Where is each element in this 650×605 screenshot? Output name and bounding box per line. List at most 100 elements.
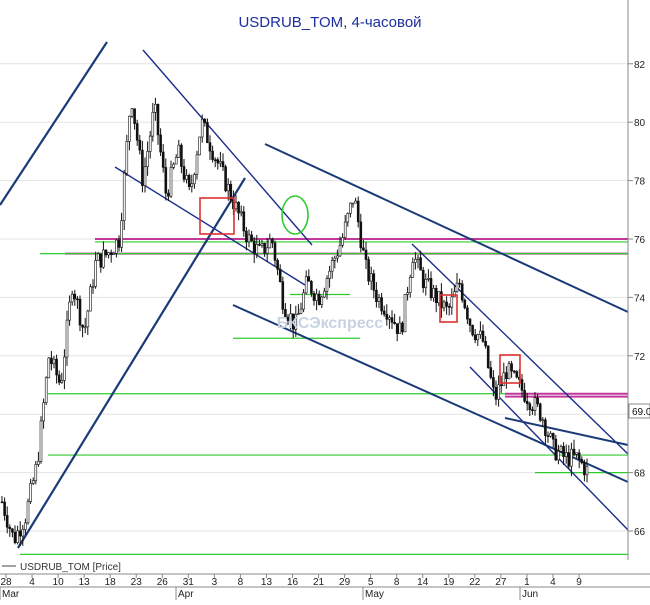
candle-body: [523, 390, 526, 402]
candle-body: [242, 211, 246, 232]
trend-line: [232, 304, 629, 483]
candle-body: [190, 183, 194, 187]
candle-body: [213, 159, 217, 161]
candle-body: [497, 384, 500, 400]
candle-body: [130, 108, 134, 117]
candle-body: [559, 446, 563, 452]
candle-body: [476, 334, 480, 341]
candle-body: [403, 294, 407, 333]
candle-body: [323, 290, 326, 298]
candle-body: [107, 252, 110, 256]
candle-body: [109, 252, 113, 255]
candle-body: [55, 358, 58, 376]
candle-body: [564, 452, 568, 457]
candle-body: [375, 289, 378, 302]
candle-body: [359, 221, 363, 249]
candle-body: [161, 151, 165, 168]
candle-body: [466, 307, 469, 320]
watermark: БКСЭкспресс: [277, 315, 384, 332]
candle-body: [265, 247, 269, 254]
month-label: Mar: [2, 589, 20, 600]
x-tick-label: 18: [105, 577, 117, 588]
candle-body: [195, 154, 199, 175]
month-label: May: [365, 589, 384, 600]
candle-body: [26, 501, 30, 524]
highlight-box: [499, 354, 521, 384]
candle-body: [297, 313, 300, 315]
x-tick-label: 29: [339, 577, 351, 588]
candle-body: [18, 530, 22, 537]
candle-body: [408, 277, 412, 293]
candle-body: [583, 462, 586, 476]
candle-body: [68, 301, 71, 321]
candle-body: [263, 242, 266, 254]
candle-body: [346, 213, 350, 223]
candle-body: [234, 202, 238, 210]
candle-body: [416, 257, 420, 260]
candle-body: [484, 341, 487, 347]
candle-body: [294, 314, 298, 330]
candle-body: [102, 249, 105, 268]
x-tick-label: 22: [469, 577, 481, 588]
candle-body: [78, 298, 82, 326]
candle-body: [432, 287, 435, 299]
trend-line: [264, 143, 629, 313]
highlight-ellipse: [281, 195, 309, 235]
candle-body: [122, 172, 126, 221]
trend-line: [114, 166, 306, 286]
candle-body: [447, 306, 451, 308]
candle-body: [255, 244, 259, 254]
candle-body: [343, 221, 347, 238]
candle-body: [471, 324, 474, 336]
candle-body: [554, 438, 558, 461]
candle-body: [271, 238, 274, 244]
month-label: Jun: [522, 589, 538, 600]
y-tick-label: 80: [634, 118, 646, 129]
candle-body: [585, 466, 589, 476]
highlight-box: [439, 294, 458, 323]
candle-body: [320, 296, 324, 305]
x-tick-label: 23: [131, 577, 143, 588]
candle-body: [328, 270, 331, 279]
candle-body: [421, 269, 425, 288]
candle-body: [567, 452, 571, 467]
candle-body: [24, 522, 27, 530]
candle-body: [419, 257, 422, 271]
candle-body: [70, 293, 74, 303]
candle-body: [577, 452, 581, 460]
x-tick-label: 21: [313, 577, 325, 588]
candle-body: [239, 211, 243, 214]
candle-body: [494, 386, 498, 400]
candle-body: [117, 239, 121, 248]
candle-body: [393, 322, 396, 324]
trend-line: [411, 243, 629, 455]
candle-body: [401, 322, 404, 333]
candle-body: [86, 310, 90, 328]
candle-body: [91, 286, 95, 288]
candle-body: [533, 397, 537, 411]
candle-body: [442, 301, 446, 309]
candle-body: [406, 292, 409, 295]
candle-body: [148, 135, 152, 152]
candle-body: [486, 345, 490, 368]
candle-body: [473, 334, 477, 341]
candle-body: [304, 276, 308, 294]
candle-body: [143, 166, 147, 186]
candle-body: [76, 298, 79, 301]
x-tick-label: 3: [212, 577, 218, 588]
x-tick-label: 26: [157, 577, 169, 588]
candle-body: [169, 167, 173, 197]
candle-body: [546, 435, 550, 437]
candle-body: [307, 276, 311, 282]
candle-body: [34, 464, 38, 482]
candle-body: [211, 150, 214, 160]
candle-body: [65, 319, 69, 358]
candle-body: [284, 309, 287, 318]
candle-body: [281, 281, 285, 310]
candle-body: [291, 313, 295, 330]
candle-body: [174, 157, 178, 165]
x-tick-label: 1: [524, 577, 530, 588]
candle-body: [429, 278, 433, 299]
candle-body: [380, 297, 383, 312]
candle-body: [551, 433, 555, 440]
